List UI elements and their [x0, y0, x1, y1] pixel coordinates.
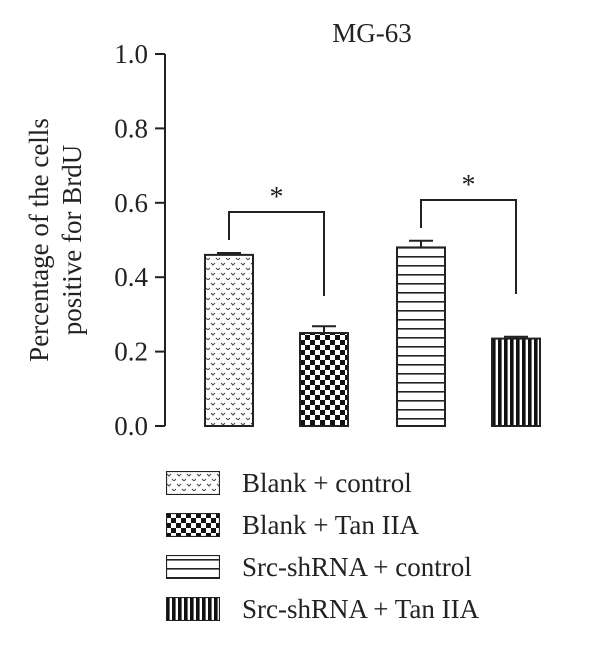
y-tick-label: 0.6: [114, 188, 148, 218]
chart-title: MG-63: [332, 18, 412, 48]
y-tick-label: 0.2: [114, 337, 148, 367]
legend-swatch-checker: [166, 513, 220, 537]
bar: [396, 246, 446, 427]
y-tick-label: 1.0: [114, 39, 148, 69]
bar: [299, 332, 349, 427]
significance-markers: * *: [228, 170, 517, 296]
y-tick-label: 0.4: [114, 262, 148, 292]
legend-swatch-dots: [166, 471, 220, 495]
legend-item-blank-control: Blank + control: [166, 462, 479, 504]
y-tick-label: 0.0: [114, 411, 148, 441]
bar: [204, 253, 254, 427]
y-axis-label-line-1: Percentage of the cells: [24, 118, 54, 362]
legend: Blank + control Blank + Tan IIA Src-shRN…: [166, 462, 479, 630]
legend-swatch-hlines: [166, 555, 220, 579]
y-axis-label-line-2: positive for BrdU: [57, 145, 87, 335]
significance-star: *: [270, 182, 284, 213]
significance-bracket: [228, 211, 325, 296]
bar-chart: MG-63 Percentage of the cells positive f…: [24, 18, 541, 441]
significance-bracket: [420, 199, 517, 294]
legend-label: Blank + control: [242, 467, 412, 498]
axes: 0.0 0.2 0.4 0.6 0.8 1.0: [114, 39, 166, 441]
legend-label: Src-shRNA + control: [242, 551, 472, 582]
y-tick-label: 0.8: [114, 113, 148, 143]
significance-star: *: [462, 170, 476, 201]
legend-item-src-tan: Src-shRNA + Tan IIA: [166, 588, 479, 630]
legend-item-src-control: Src-shRNA + control: [166, 546, 479, 588]
legend-item-blank-tan: Blank + Tan IIA: [166, 504, 479, 546]
legend-label: Src-shRNA + Tan IIA: [242, 593, 480, 624]
bars: [204, 239, 541, 427]
legend-swatch-vlines: [166, 597, 220, 621]
bar: [491, 337, 541, 427]
legend-label: Blank + Tan IIA: [242, 509, 420, 540]
